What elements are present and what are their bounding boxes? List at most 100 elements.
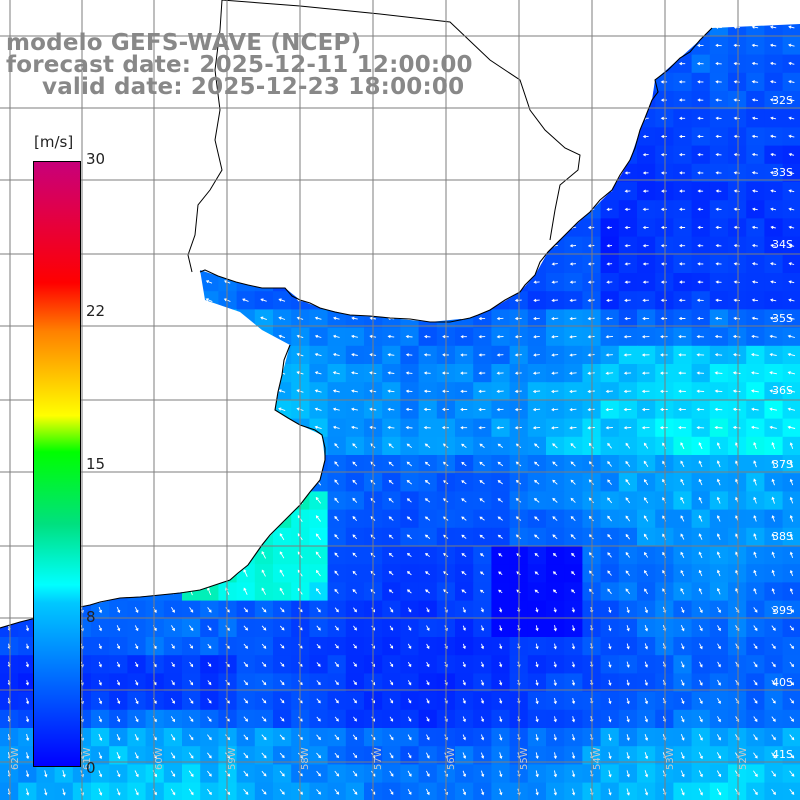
wind-arrow <box>243 770 249 777</box>
wind-arrow <box>698 716 703 723</box>
wind-arrow <box>316 789 322 795</box>
wind-arrow <box>696 426 705 430</box>
wind-arrow <box>535 752 539 760</box>
wind-arrow <box>207 770 212 777</box>
wind-arrow <box>643 478 649 486</box>
wind-arrow <box>680 788 685 796</box>
wind-arrow <box>389 625 394 631</box>
wind-arrow <box>481 661 485 668</box>
wind-arrow <box>553 643 557 650</box>
colorbar-tick-0: 0 <box>86 759 96 777</box>
speed-cell <box>382 782 401 800</box>
wind-arrow <box>789 496 794 504</box>
wind-arrow <box>498 553 503 557</box>
wind-arrow <box>98 697 103 705</box>
wind-arrow <box>426 680 430 686</box>
wind-arrow <box>25 752 30 760</box>
wind-arrow <box>769 25 777 29</box>
wind-arrow <box>261 680 267 686</box>
wind-arrow <box>351 371 358 375</box>
wind-arrow <box>623 335 632 339</box>
wind-arrow <box>680 770 685 778</box>
wind-arrow <box>678 335 686 339</box>
wind-arrow <box>714 371 723 375</box>
wind-arrow <box>478 316 486 321</box>
speed-cell <box>782 691 800 711</box>
wind-arrow <box>278 389 286 393</box>
wind-arrow <box>334 461 339 467</box>
wind-arrow <box>462 770 467 777</box>
wind-arrow <box>751 98 758 102</box>
wind-arrow <box>698 551 703 559</box>
wind-arrow <box>207 625 212 631</box>
wind-arrow <box>98 733 103 742</box>
wind-arrow <box>642 298 650 302</box>
wind-arrow <box>660 407 668 412</box>
wind-arrow <box>771 460 775 468</box>
wind-arrow <box>771 478 775 486</box>
wind-arrow <box>334 698 339 704</box>
wind-arrow <box>716 788 722 796</box>
wind-arrow <box>316 643 321 649</box>
wind-arrow <box>789 588 794 595</box>
wind-arrow <box>789 680 795 686</box>
wind-arrow <box>571 697 576 705</box>
wind-arrow <box>751 43 759 47</box>
wind-arrow <box>425 788 430 796</box>
wind-arrow <box>552 461 558 467</box>
wind-arrow <box>623 353 632 357</box>
wind-arrow <box>315 515 321 522</box>
wind-arrow <box>624 316 631 321</box>
wind-arrow <box>316 625 321 631</box>
wind-arrow <box>25 733 30 742</box>
wind-arrow <box>207 734 212 741</box>
wind-arrow <box>261 661 267 667</box>
wind-arrow <box>552 479 558 485</box>
wind-arrow <box>769 407 777 411</box>
wind-arrow <box>261 569 266 577</box>
wind-arrow <box>605 353 613 357</box>
wind-arrow <box>333 352 340 357</box>
wind-arrow <box>351 353 358 357</box>
wind-arrow <box>787 389 796 393</box>
wind-arrow <box>532 407 541 412</box>
wind-arrow <box>352 570 357 576</box>
wind-arrow <box>678 316 686 321</box>
wind-arrow <box>424 534 431 539</box>
wind-arrow <box>353 698 357 704</box>
wind-arrow <box>623 426 632 430</box>
wind-arrow <box>788 98 795 102</box>
wind-arrow <box>479 553 485 557</box>
speed-cell <box>782 709 800 729</box>
wind-arrow <box>406 516 412 521</box>
speed-cell <box>782 600 800 620</box>
wind-arrow <box>606 225 613 230</box>
wind-arrow <box>279 587 285 595</box>
wind-arrow <box>406 552 412 558</box>
wind-arrow <box>787 334 796 338</box>
wind-arrow <box>171 698 175 704</box>
wind-arrow <box>771 441 776 450</box>
wind-arrow <box>696 407 705 412</box>
wind-arrow <box>660 116 667 120</box>
wind-arrow <box>789 698 795 704</box>
wind-arrow <box>644 697 649 705</box>
wind-arrow <box>426 734 430 741</box>
wind-arrow <box>698 460 703 468</box>
wind-arrow <box>769 298 777 302</box>
wind-arrow <box>696 335 705 339</box>
wind-arrow <box>697 80 704 84</box>
wind-arrow <box>407 607 412 613</box>
wind-arrow <box>389 770 394 777</box>
wind-arrow <box>534 553 539 557</box>
wind-arrow <box>626 752 630 760</box>
wind-arrow <box>753 478 757 486</box>
wind-arrow <box>261 770 267 777</box>
wind-arrow <box>753 442 757 450</box>
wind-arrow <box>406 589 412 594</box>
wind-arrow <box>607 479 612 485</box>
wind-arrow <box>553 679 557 687</box>
wind-arrow <box>389 680 394 686</box>
wind-arrow <box>462 607 466 613</box>
speed-cell <box>782 491 800 511</box>
